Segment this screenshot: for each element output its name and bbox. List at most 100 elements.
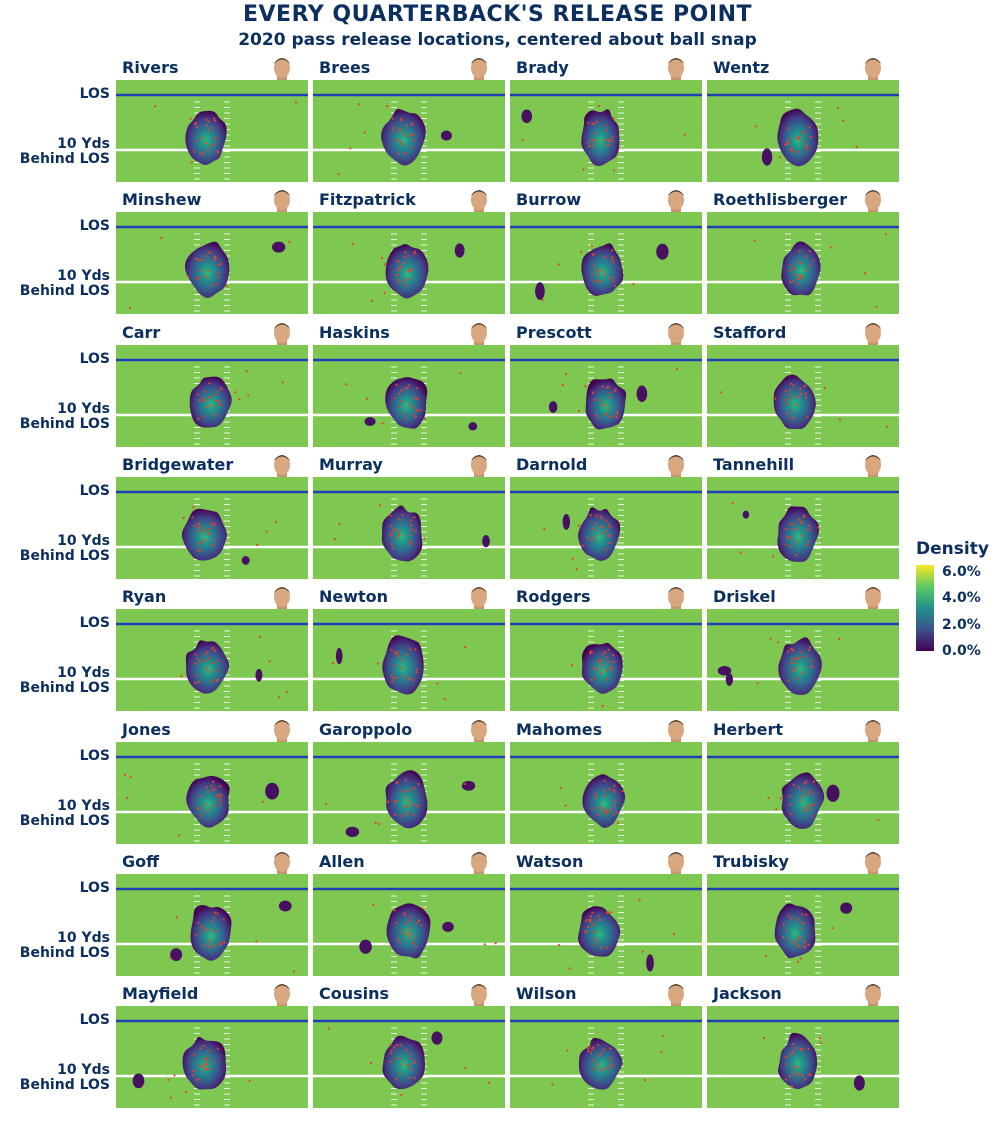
qb-name: Jackson [713, 984, 782, 1004]
release-point [809, 528, 812, 531]
release-point [398, 940, 401, 943]
legend-label-6: 6.0% [942, 564, 981, 580]
field-heatmap [510, 80, 702, 182]
release-point [374, 821, 377, 824]
qb-name: Roethlisberger [713, 190, 848, 210]
qb-name: Brees [319, 58, 371, 77]
release-point [589, 650, 592, 653]
release-point [795, 1066, 798, 1069]
release-point [591, 122, 594, 125]
release-point [208, 381, 211, 384]
release-point [605, 669, 608, 673]
release-point [808, 1073, 811, 1076]
release-point [603, 403, 606, 406]
release-point [293, 970, 296, 973]
release-point [607, 648, 610, 652]
release-point [591, 527, 594, 530]
release-point [615, 415, 619, 418]
release-point [593, 398, 596, 401]
qb-panel: Burrow [510, 190, 702, 315]
release-point [397, 651, 400, 654]
release-point [389, 1043, 392, 1047]
density-colorbar [916, 565, 934, 651]
release-point [771, 555, 775, 558]
release-point [407, 804, 410, 807]
density-region [562, 513, 571, 530]
release-point [399, 1044, 402, 1047]
density-region [482, 534, 490, 548]
release-point [400, 667, 404, 670]
release-point [363, 131, 366, 134]
release-point [587, 925, 590, 928]
field-heatmap [707, 476, 899, 579]
release-point [390, 532, 393, 535]
release-point [612, 276, 615, 279]
release-point [191, 516, 194, 519]
release-point [409, 1052, 412, 1055]
release-point [792, 383, 795, 386]
field-heatmap [707, 741, 899, 844]
release-point [564, 372, 567, 375]
density-region [345, 826, 360, 837]
release-point [601, 269, 604, 272]
release-point [610, 666, 613, 669]
release-point [877, 818, 880, 821]
release-point [210, 521, 213, 525]
release-point [800, 534, 804, 537]
qb-panel: Prescott [510, 322, 702, 447]
release-point [598, 918, 601, 921]
release-point [811, 803, 814, 806]
field-heatmap [707, 212, 899, 315]
density-region [381, 108, 426, 166]
release-point [195, 258, 199, 261]
field-heatmap [707, 80, 899, 182]
density-region [521, 109, 533, 124]
density-region [265, 782, 280, 800]
release-point [808, 264, 811, 267]
release-point [245, 369, 248, 372]
release-point [807, 649, 811, 652]
release-point [423, 537, 426, 540]
release-point [414, 529, 417, 532]
qb-panel: Jackson [707, 984, 899, 1109]
release-point [610, 258, 613, 261]
release-point [808, 646, 812, 649]
release-point [641, 950, 644, 953]
release-point [769, 637, 772, 640]
density-region [335, 648, 343, 665]
density-region [548, 400, 558, 413]
release-point [605, 529, 608, 532]
release-point [380, 257, 383, 260]
qb-panel: Brady [510, 58, 702, 182]
release-point [216, 272, 220, 275]
release-point [599, 672, 602, 675]
density-region [742, 510, 750, 519]
qb-panel: Goff [116, 851, 308, 976]
release-point [203, 398, 206, 401]
release-point [765, 954, 768, 957]
release-point [808, 250, 811, 253]
release-point [173, 1074, 176, 1077]
release-point [391, 128, 394, 132]
release-point [392, 126, 395, 129]
release-point [551, 1083, 554, 1086]
release-point [661, 1034, 664, 1037]
release-point [369, 1061, 373, 1065]
release-point [602, 653, 605, 656]
release-point [787, 650, 790, 653]
field-heatmap [116, 476, 308, 579]
release-point [215, 680, 218, 683]
release-point [596, 416, 599, 419]
release-point [614, 387, 617, 391]
row-label-los: LOS [79, 218, 110, 235]
release-point [842, 119, 845, 122]
release-point [599, 526, 602, 529]
release-point [397, 529, 400, 532]
row-label-los: LOS [79, 747, 110, 764]
release-point [739, 551, 742, 554]
release-point [812, 780, 816, 783]
release-point [796, 960, 800, 963]
release-point [205, 255, 208, 258]
release-point [806, 415, 809, 418]
release-point [803, 781, 806, 785]
